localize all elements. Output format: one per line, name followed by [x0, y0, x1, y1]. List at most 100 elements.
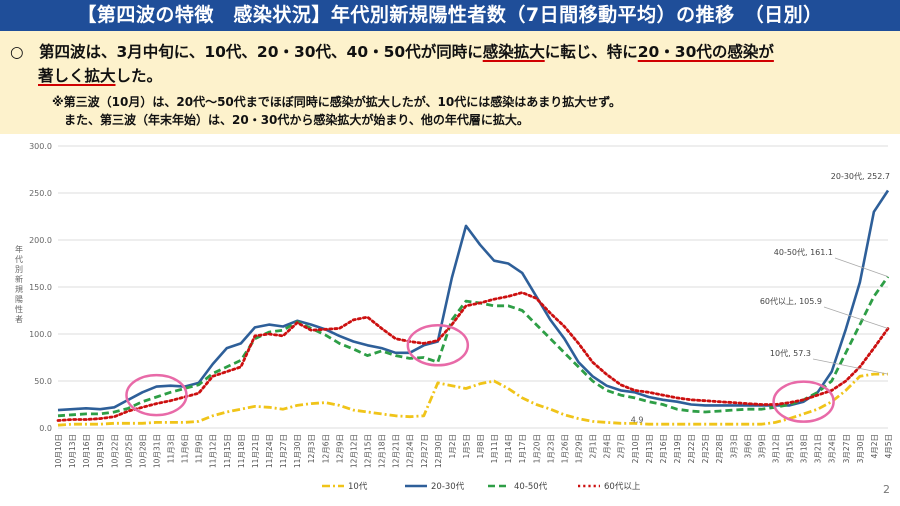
x-tick-label: 11月9日 [195, 434, 204, 463]
x-tick-label: 1月17日 [518, 434, 527, 463]
x-tick-label: 11月24日 [265, 434, 274, 468]
x-tick-label: 12月18日 [378, 434, 387, 468]
x-tick-label: 10月31日 [152, 434, 161, 468]
series-line [56, 291, 890, 422]
annotation-label: 4.9 [631, 415, 644, 424]
x-tick-label: 1月23日 [546, 434, 555, 463]
x-tick-label: 12月27日 [420, 434, 429, 468]
note-line-1: ※第三波（10月）は、20代～50代までほぼ同時に感染が拡大したが、10代には感… [52, 95, 622, 109]
y-tick-label: 200.0 [29, 236, 52, 245]
x-tick-label: 4月5日 [884, 434, 893, 459]
x-tick-label: 12月24日 [406, 434, 415, 468]
highlight-circle [772, 380, 835, 423]
x-tick-label: 10月19日 [96, 434, 105, 468]
summary-underline-1: 感染拡大 [482, 43, 545, 61]
x-tick-label: 2月28日 [715, 434, 724, 463]
x-tick-label: 12月21日 [392, 434, 401, 468]
summary-box: ○ 第四波は、3月中旬に、10代、20・30代、40・50代が同時に感染拡大に転… [0, 31, 900, 134]
x-tick-label: 1月14日 [504, 434, 513, 463]
x-tick-label: 12月3日 [307, 434, 316, 463]
x-tick-label: 3月27日 [842, 434, 851, 463]
x-tick-label: 1月20日 [532, 434, 541, 463]
x-tick-label: 12月15日 [363, 434, 372, 468]
legend-label: 10代 [348, 481, 368, 492]
y-tick-label: 250.0 [29, 189, 52, 198]
legend-label: 60代以上 [604, 481, 641, 492]
data-label-leader [834, 257, 889, 277]
x-tick-label: 11月12日 [209, 434, 218, 468]
data-label: 60代以上, 105.9 [760, 296, 822, 306]
x-tick-label: 1月8日 [476, 434, 485, 459]
x-tick-label: 3月24日 [828, 434, 837, 463]
x-tick-label: 1月2日 [448, 434, 457, 459]
x-tick-label: 2月16日 [659, 434, 668, 463]
highlight-circle [125, 373, 188, 417]
series-line [57, 372, 888, 427]
x-tick-label: 4月2日 [870, 434, 879, 459]
x-tick-label: 3月15日 [786, 434, 795, 463]
x-tick-label: 11月21日 [251, 434, 260, 468]
data-label: 10代, 57.3 [770, 348, 811, 358]
x-tick-label: 12月6日 [321, 434, 330, 463]
x-tick-label: 11月3日 [167, 434, 176, 463]
x-tick-label: 11月15日 [223, 434, 232, 468]
x-tick-label: 3月9日 [757, 434, 766, 459]
summary-underline-3: 著しく拡大 [38, 67, 116, 85]
x-tick-label: 3月12日 [771, 434, 780, 463]
x-tick-label: 1月26日 [560, 434, 569, 463]
x-tick-label: 12月12日 [349, 434, 358, 468]
x-tick-label: 2月13日 [645, 434, 654, 463]
page-title: 【第四波の特徴 感染状況】年代別新規陽性者数（7日間移動平均）の推移 （日別） [0, 0, 900, 31]
x-tick-label: 2月10日 [631, 434, 640, 463]
y-tick-label: 0.0 [39, 424, 52, 433]
x-tick-label: 2月25日 [701, 434, 710, 463]
x-tick-label: 3月6日 [743, 434, 752, 459]
summary-underline-2: 20・30代の感染が [637, 43, 774, 61]
data-label-leader [823, 306, 889, 329]
x-tick-label: 12月30日 [434, 434, 443, 468]
x-tick-label: 11月30日 [293, 434, 302, 468]
summary-line-1: ○ 第四波は、3月中旬に、10代、20・30代、40・50代が同時に感染拡大に転… [10, 40, 774, 62]
summary-line-1-start: ○ 第四波は、3月中旬に、10代、20・30代、40・50代が同時に [10, 43, 483, 61]
series-line [57, 275, 890, 418]
x-tick-label: 3月21日 [814, 434, 823, 463]
data-label: 40-50代, 161.1 [774, 247, 833, 257]
highlight-circle [406, 324, 470, 367]
x-tick-label: 10月28日 [138, 434, 147, 468]
x-tick-label: 2月7日 [617, 434, 626, 459]
x-tick-label: 2月19日 [673, 434, 682, 463]
data-label: 20-30代, 252.7 [831, 171, 890, 181]
data-label-leader [812, 358, 889, 375]
x-tick-label: 1月11日 [490, 434, 499, 463]
note-line-2: また、第三波（年末年始）は、20・30代から感染拡大が始まり、他の年代層に拡大。 [64, 113, 529, 127]
x-tick-label: 10月10日 [54, 434, 63, 468]
page-number: 2 [883, 483, 890, 496]
x-tick-label: 11月6日 [181, 434, 190, 463]
x-tick-label: 11月27日 [279, 434, 288, 468]
x-tick-label: 11月18日 [237, 434, 246, 468]
x-tick-label: 3月3日 [729, 434, 738, 459]
legend-label: 40-50代 [514, 481, 548, 492]
summary-line-1-mid: に転じ、特に [544, 43, 638, 61]
x-tick-label: 10月25日 [124, 434, 133, 468]
x-tick-label: 2月4日 [603, 434, 612, 459]
legend-label: 20-30代 [431, 481, 465, 492]
summary-line-2: 著しく拡大した。 [38, 64, 162, 86]
x-tick-label: 10月13日 [68, 434, 77, 468]
y-tick-label: 300.0 [29, 142, 52, 151]
x-tick-label: 3月30日 [856, 434, 865, 463]
series-line [57, 189, 890, 412]
x-tick-label: 1月5日 [462, 434, 471, 459]
x-tick-label: 10月22日 [110, 434, 119, 468]
x-tick-label: 1月29日 [575, 434, 584, 463]
y-axis-label: 年代別新規陽性者 [15, 244, 23, 324]
line-chart: 0.0 50.0 100.0 150.0 200.0 250.0 300.0 年代別新規陽性者… [15, 142, 893, 492]
y-tick-label: 50.0 [34, 377, 52, 386]
y-tick-label: 150.0 [29, 283, 52, 292]
summary-line-2-end: した。 [115, 67, 163, 85]
x-tick-label: 3月18日 [800, 434, 809, 463]
x-tick-label: 2月22日 [687, 434, 696, 463]
x-tick-label: 12月9日 [335, 434, 344, 463]
y-tick-label: 100.0 [29, 330, 52, 339]
x-tick-label: 10月16日 [82, 434, 91, 468]
